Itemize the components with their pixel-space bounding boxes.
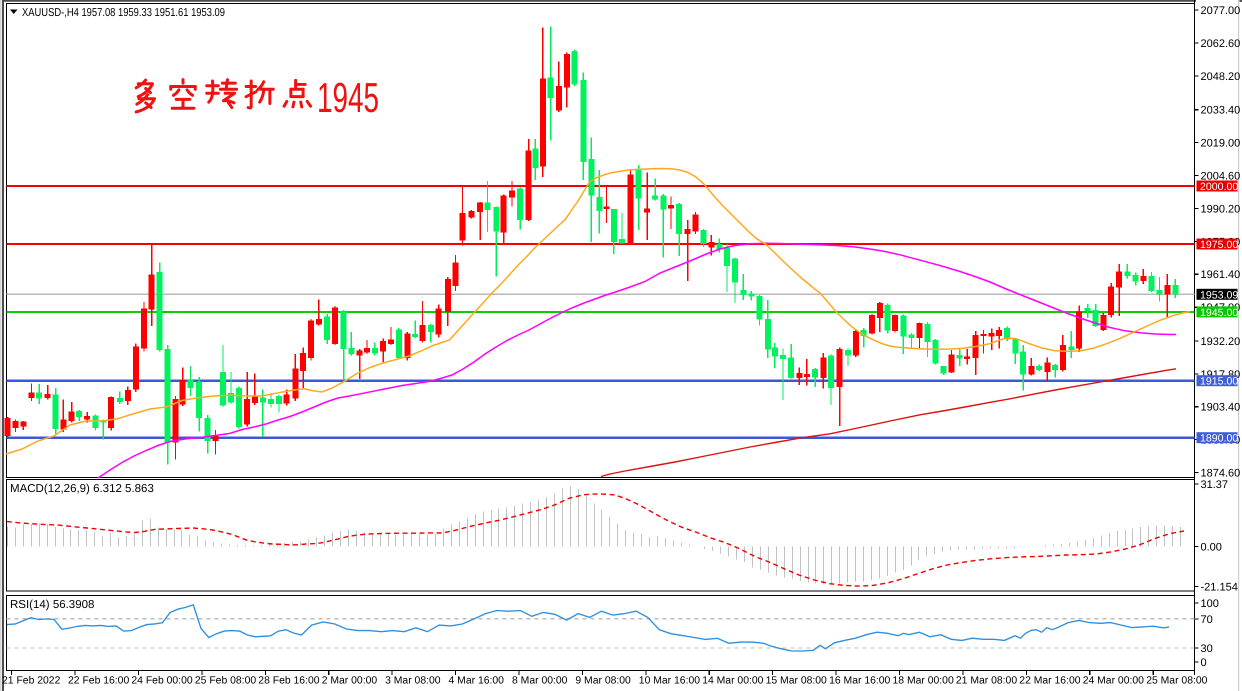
svg-text:25 Mar 08:00: 25 Mar 08:00 xyxy=(1146,676,1207,687)
svg-text:2062.60: 2062.60 xyxy=(1201,38,1241,50)
svg-text:21 Feb 2022: 21 Feb 2022 xyxy=(2,676,61,687)
svg-text:100: 100 xyxy=(1201,598,1219,610)
svg-text:1903.40: 1903.40 xyxy=(1201,402,1241,414)
svg-text:25 Feb 08:00: 25 Feb 08:00 xyxy=(195,676,256,687)
svg-text:30: 30 xyxy=(1201,643,1213,655)
svg-text:22 Feb 16:00: 22 Feb 16:00 xyxy=(68,676,129,687)
svg-text:0: 0 xyxy=(1201,657,1207,669)
svg-text:1890.00: 1890.00 xyxy=(1200,433,1238,445)
svg-text:18 Mar 00:00: 18 Mar 00:00 xyxy=(893,676,954,687)
svg-text:0.00: 0.00 xyxy=(1201,542,1222,554)
svg-text:RSI(14) 56.3908: RSI(14) 56.3908 xyxy=(10,599,94,611)
svg-text:4 Mar 16:00: 4 Mar 16:00 xyxy=(449,676,505,687)
svg-text:8 Mar 00:00: 8 Mar 00:00 xyxy=(512,676,568,687)
svg-text:31.37: 31.37 xyxy=(1201,479,1229,491)
svg-text:1975.00: 1975.00 xyxy=(1200,239,1238,251)
svg-text:15 Mar 08:00: 15 Mar 08:00 xyxy=(766,676,827,687)
svg-text:1932.20: 1932.20 xyxy=(1201,336,1241,348)
svg-text:1915.00: 1915.00 xyxy=(1200,376,1238,388)
svg-text:XAUUSD-,H4 1957.08 1959.33 19: XAUUSD-,H4 1957.08 1959.33 1951.61 1953.… xyxy=(22,7,225,19)
svg-text:2077.00: 2077.00 xyxy=(1201,5,1241,17)
svg-text:3 Mar 08:00: 3 Mar 08:00 xyxy=(385,676,441,687)
svg-text:24 Feb 00:00: 24 Feb 00:00 xyxy=(131,676,192,687)
svg-text:1990.20: 1990.20 xyxy=(1201,203,1241,215)
svg-text:2048.20: 2048.20 xyxy=(1201,71,1241,83)
svg-text:10 Mar 16:00: 10 Mar 16:00 xyxy=(639,676,700,687)
svg-text:1945: 1945 xyxy=(317,74,379,121)
svg-text:2019.00: 2019.00 xyxy=(1201,138,1241,150)
svg-text:MACD(12,26,9) 6.312 5.863: MACD(12,26,9) 6.312 5.863 xyxy=(10,483,154,495)
svg-text:1874.60: 1874.60 xyxy=(1201,468,1241,480)
svg-text:70: 70 xyxy=(1201,614,1213,626)
svg-text:21 Mar 08:00: 21 Mar 08:00 xyxy=(956,676,1017,687)
svg-text:14 Mar 00:00: 14 Mar 00:00 xyxy=(702,676,763,687)
svg-text:22 Mar 16:00: 22 Mar 16:00 xyxy=(1019,676,1080,687)
svg-text:2000.00: 2000.00 xyxy=(1200,181,1238,193)
svg-text:9 Mar 08:00: 9 Mar 08:00 xyxy=(575,676,631,687)
svg-text:24 Mar 00:00: 24 Mar 00:00 xyxy=(1083,676,1144,687)
svg-text:2033.40: 2033.40 xyxy=(1201,105,1241,117)
svg-text:1945.00: 1945.00 xyxy=(1200,307,1238,319)
svg-text:28 Feb 16:00: 28 Feb 16:00 xyxy=(258,676,319,687)
svg-text:-21.154: -21.154 xyxy=(1201,582,1238,594)
svg-text:1961.40: 1961.40 xyxy=(1201,269,1241,281)
svg-text:2004.60: 2004.60 xyxy=(1201,171,1241,183)
svg-text:2 Mar 00:00: 2 Mar 00:00 xyxy=(322,676,378,687)
svg-text:1953.09: 1953.09 xyxy=(1200,289,1238,301)
svg-text:16 Mar 16:00: 16 Mar 16:00 xyxy=(829,676,890,687)
